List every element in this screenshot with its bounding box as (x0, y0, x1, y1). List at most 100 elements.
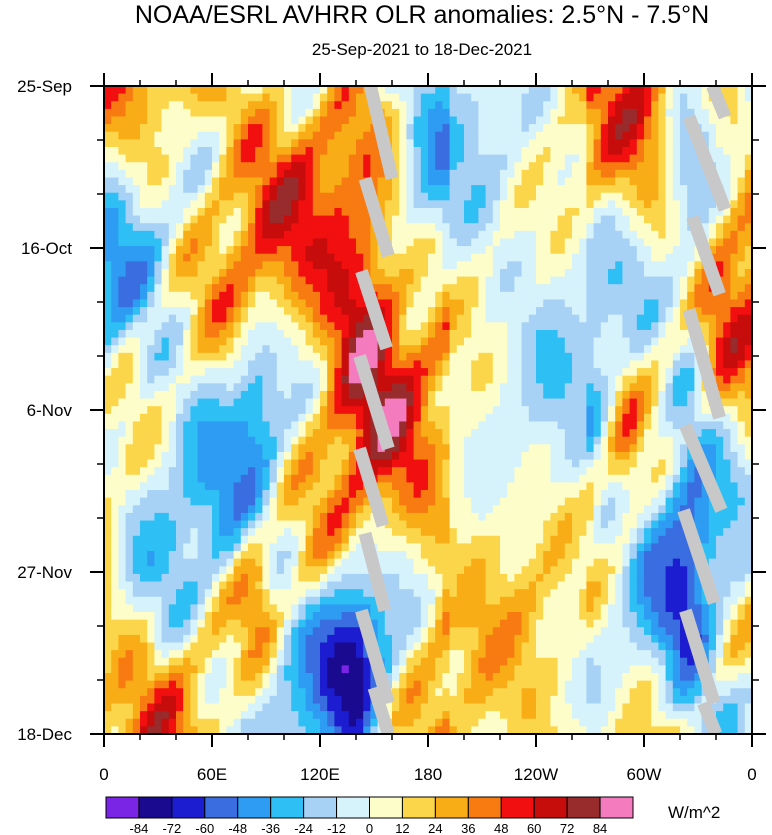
field-cell (104, 192, 112, 201)
field-cell (593, 375, 602, 384)
field-cell (723, 299, 731, 308)
field-cell (680, 291, 688, 301)
field-cell (406, 284, 415, 293)
field-cell (298, 421, 307, 430)
field-cell (276, 406, 285, 415)
field-cell (392, 139, 400, 148)
field-cell (104, 131, 112, 140)
field-cell (536, 451, 544, 461)
field-cell (629, 429, 638, 438)
field-cell (543, 329, 551, 339)
field-cell (730, 223, 739, 232)
field-cell (593, 436, 602, 445)
field-cell (536, 246, 544, 255)
field-cell (744, 215, 752, 224)
field-cell (579, 230, 587, 240)
field-cell (248, 192, 256, 201)
field-cell (320, 139, 328, 148)
field-cell (478, 307, 487, 316)
field-cell (572, 284, 580, 293)
field-cell (111, 246, 119, 255)
field-cell (464, 177, 472, 186)
field-cell (528, 413, 537, 423)
field-cell (204, 444, 213, 453)
field-cell (147, 398, 155, 407)
field-cell (615, 444, 623, 453)
field-cell (111, 345, 119, 354)
field-cell (197, 230, 206, 240)
field-cell (485, 345, 494, 354)
field-cell (564, 413, 573, 423)
field-cell (118, 314, 127, 323)
field-cell (471, 291, 479, 301)
field-cell (132, 192, 141, 201)
field-cell (622, 314, 631, 323)
field-cell (528, 139, 537, 148)
field-cell (334, 459, 343, 468)
field-cell (456, 329, 465, 339)
field-cell (161, 360, 170, 369)
field-cell (442, 322, 451, 331)
field-cell (269, 124, 278, 133)
field-cell (176, 413, 184, 423)
field-cell (320, 444, 328, 453)
field-cell (190, 490, 199, 499)
field-cell (514, 314, 523, 323)
field-cell (456, 253, 465, 262)
field-cell (399, 139, 407, 148)
field-cell (564, 284, 573, 293)
field-cell (212, 375, 220, 384)
field-cell (651, 169, 659, 179)
field-cell (312, 284, 321, 293)
field-cell (219, 284, 227, 293)
field-cell (600, 360, 609, 369)
field-cell (615, 131, 623, 140)
field-cell (183, 444, 191, 453)
field-cell (636, 329, 645, 339)
field-cell (392, 230, 400, 240)
field-cell (327, 368, 335, 377)
field-cell (586, 329, 595, 339)
field-cell (154, 223, 163, 232)
field-cell (240, 215, 249, 224)
field-cell (636, 154, 645, 163)
field-cell (428, 322, 436, 331)
field-cell (665, 497, 674, 506)
field-cell (550, 299, 559, 308)
field-cell (492, 329, 501, 339)
field-cell (413, 108, 422, 118)
field-cell (500, 482, 508, 491)
field-cell (183, 314, 191, 323)
field-cell (680, 93, 688, 102)
field-cell (190, 101, 199, 110)
field-cell (744, 467, 752, 476)
field-cell (255, 284, 263, 293)
field-cell (248, 284, 256, 293)
field-cell (276, 276, 285, 285)
field-cell (168, 246, 177, 255)
field-cell (514, 406, 523, 415)
field-cell (744, 337, 752, 346)
field-cell (629, 276, 638, 285)
field-cell (514, 322, 523, 331)
field-cell (521, 215, 530, 224)
field-cell (536, 230, 544, 240)
field-cell (384, 185, 393, 194)
field-cell (651, 337, 659, 346)
field-cell (550, 383, 559, 392)
field-cell (118, 474, 127, 484)
field-cell (248, 131, 256, 140)
field-cell (420, 444, 429, 453)
field-cell (514, 360, 523, 369)
field-cell (147, 383, 155, 392)
field-cell (327, 497, 335, 506)
field-cell (276, 474, 285, 484)
field-cell (248, 451, 256, 461)
field-cell (262, 200, 271, 209)
field-cell (456, 215, 465, 224)
field-cell (543, 368, 551, 377)
field-cell (161, 93, 170, 102)
field-cell (622, 276, 631, 285)
field-cell (341, 429, 350, 438)
field-cell (701, 192, 710, 201)
